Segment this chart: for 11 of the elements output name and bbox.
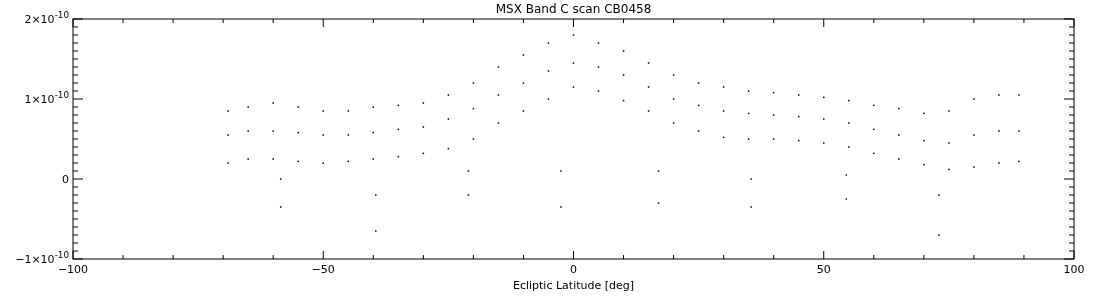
x-tick-label: 50 — [816, 263, 831, 276]
chart-title: MSX Band C scan CB0458 — [495, 2, 652, 16]
y-tick-label: 0 — [62, 173, 69, 186]
x-tick-label: −100 — [57, 263, 89, 276]
x-tick-label: −50 — [311, 263, 335, 276]
x-tick-label: 100 — [1063, 263, 1085, 276]
y-tick-label: 2×10$^{-10}$ — [24, 10, 70, 26]
x-tick-label: 0 — [570, 263, 577, 276]
x-axis-title: Ecliptic Latitude [deg] — [512, 279, 635, 292]
y-tick-label: −1×10$^{-10}$ — [15, 250, 70, 266]
y-tick-label: 1×10$^{-10}$ — [24, 90, 70, 106]
